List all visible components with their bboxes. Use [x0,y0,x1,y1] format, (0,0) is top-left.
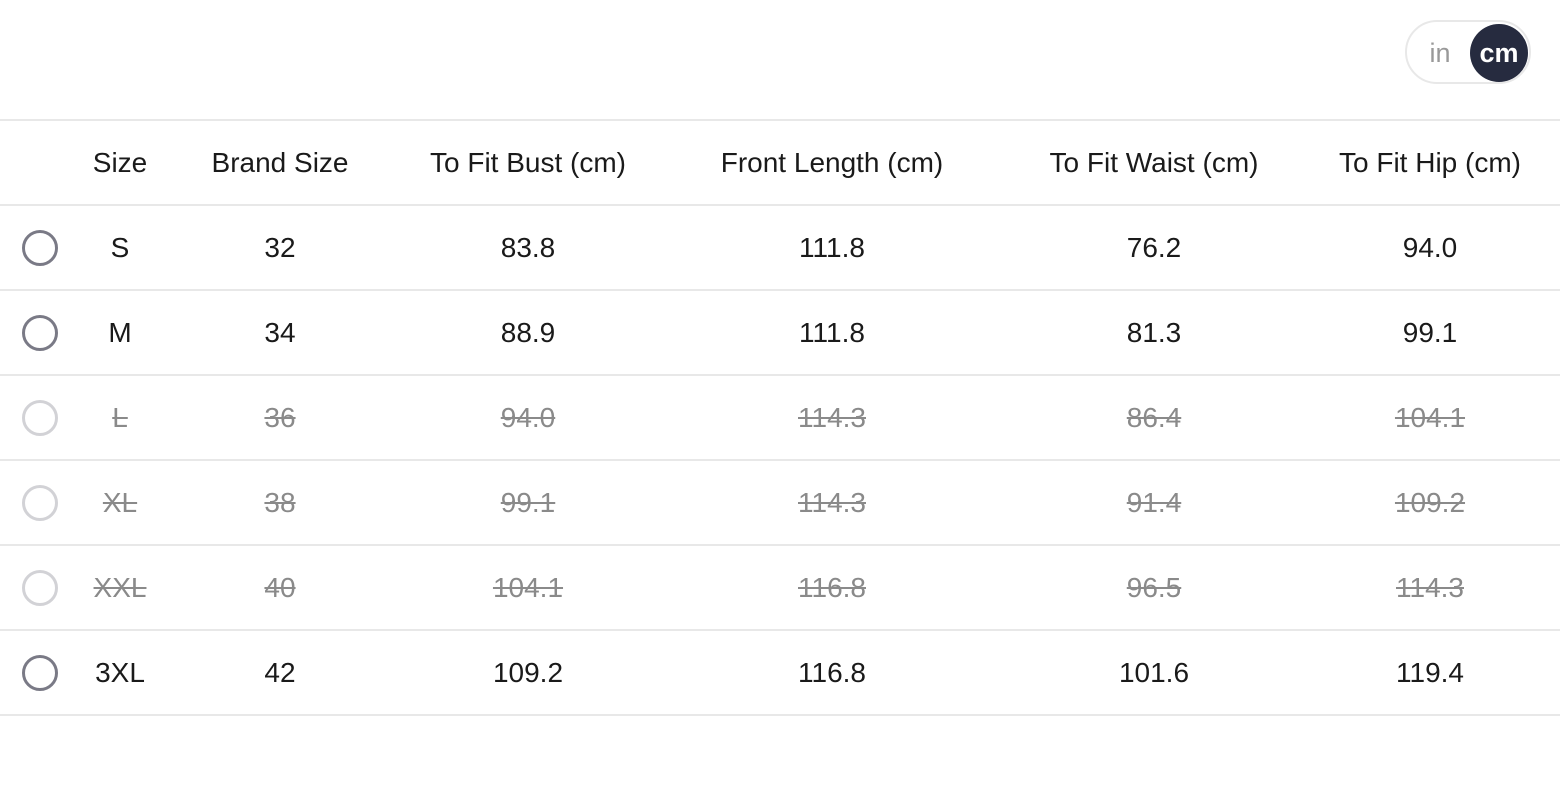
column-header: To Fit Hip (cm) [1300,119,1560,205]
table-cell: XL [80,459,160,545]
table-cell: S [80,204,160,290]
cell-value: 111.8 [799,316,865,348]
cell-value: 119.4 [1396,656,1464,688]
table-cell: XXL [80,544,160,630]
column-header: To Fit Waist (cm) [1008,119,1300,205]
size-row[interactable]: M 34 88.9 111.8 81.3 99.1 [0,289,1560,375]
table-cell: M [80,289,160,375]
table-cell: 86.4 [1008,374,1300,460]
cell-value: 36 [264,401,296,433]
table-cell: 88.9 [400,289,656,375]
header-bar: in cm [0,0,1560,119]
size-radio[interactable] [22,569,58,606]
size-radio[interactable] [22,229,58,266]
column-header: To Fit Bust (cm) [400,119,656,205]
table-cell: 36 [160,374,400,460]
size-row[interactable]: L 36 94.0 114.3 86.4 104.1 [0,374,1560,460]
table-cell: 83.8 [400,204,656,290]
size-chart-table: Size Brand Size To Fit Bust (cm) Front Leng… [0,119,1560,716]
size-row[interactable]: XL 38 99.1 114.3 91.4 109.2 [0,459,1560,545]
cell-value: 109.2 [492,656,564,688]
cell-value: 111.8 [799,231,865,263]
size-radio[interactable] [22,314,58,351]
unit-option-in[interactable]: in [1429,37,1451,68]
table-cell: 76.2 [1008,204,1300,290]
table-cell: 40 [160,544,400,630]
table-cell: 111.8 [656,289,1008,375]
table-cell: 114.3 [656,459,1008,545]
cell-value: XXL [93,571,147,603]
cell-value: 38 [264,486,296,518]
table-cell: 96.5 [1008,544,1300,630]
table-cell: 42 [160,629,400,716]
table-cell: 81.3 [1008,289,1300,375]
cell-value: 99.1 [1402,316,1458,348]
table-cell: 99.1 [400,459,656,545]
unit-toggle[interactable]: in cm [1405,20,1531,84]
cell-value: XL [102,486,138,518]
table-cell: 114.3 [1300,544,1560,630]
table-cell: 109.2 [1300,459,1560,545]
cell-value: 76.2 [1126,231,1182,263]
cell-value: M [108,316,132,348]
table-cell: 119.4 [1300,629,1560,716]
table-cell: 38 [160,459,400,545]
cell-value: 94.0 [500,401,556,433]
cell-value: 96.5 [1126,571,1182,603]
size-row[interactable]: XXL 40 104.1 116.8 96.5 114.3 [0,544,1560,630]
table-cell: 114.3 [656,374,1008,460]
table-cell: 32 [160,204,400,290]
cell-value: 104.1 [1394,401,1466,433]
cell-value: S [110,231,130,263]
unit-option-cm[interactable]: cm [1470,24,1528,82]
table-cell: 91.4 [1008,459,1300,545]
cell-value: 91.4 [1126,486,1182,518]
table-cell: 94.0 [1300,204,1560,290]
table-cell: 116.8 [656,544,1008,630]
size-radio[interactable] [22,399,58,436]
table-cell: 3XL [80,629,160,716]
table-cell: 34 [160,289,400,375]
cell-value: 81.3 [1126,316,1182,348]
cell-value: 3XL [95,656,145,688]
cell-value: 83.8 [500,231,556,263]
cell-value: 42 [264,656,296,688]
cell-value: 116.8 [798,656,866,688]
cell-value: 99.1 [500,486,556,518]
cell-value: 109.2 [1394,486,1466,518]
cell-value: 116.8 [798,571,866,603]
table-cell: 111.8 [656,204,1008,290]
column-header: Size [80,119,160,205]
table-cell: 109.2 [400,629,656,716]
cell-value: 101.6 [1118,656,1190,688]
cell-value: 114.3 [798,401,866,433]
table-cell: 104.1 [400,544,656,630]
size-radio[interactable] [22,484,58,521]
cell-value: 40 [264,571,296,603]
header-row: Size Brand Size To Fit Bust (cm) Front Leng… [0,119,1560,205]
column-header: Brand Size [160,119,400,205]
size-row[interactable]: S 32 83.8 111.8 76.2 94.0 [0,204,1560,290]
cell-value: 94.0 [1402,231,1458,263]
cell-value: 86.4 [1126,401,1182,433]
size-radio[interactable] [22,654,58,691]
table-cell: 116.8 [656,629,1008,716]
cell-value: L [112,401,128,433]
cell-value: 114.3 [798,486,866,518]
cell-value: 34 [264,316,296,348]
cell-value: 114.3 [1396,571,1464,603]
cell-value: 88.9 [500,316,556,348]
column-header: Front Length (cm) [656,119,1008,205]
cell-value: 104.1 [492,571,564,603]
table-cell: 99.1 [1300,289,1560,375]
table-cell: 104.1 [1300,374,1560,460]
size-row[interactable]: 3XL 42 109.2 116.8 101.6 119.4 [0,629,1560,716]
cell-value: 32 [264,231,296,263]
table-cell: L [80,374,160,460]
table-cell: 101.6 [1008,629,1300,716]
table-cell: 94.0 [400,374,656,460]
